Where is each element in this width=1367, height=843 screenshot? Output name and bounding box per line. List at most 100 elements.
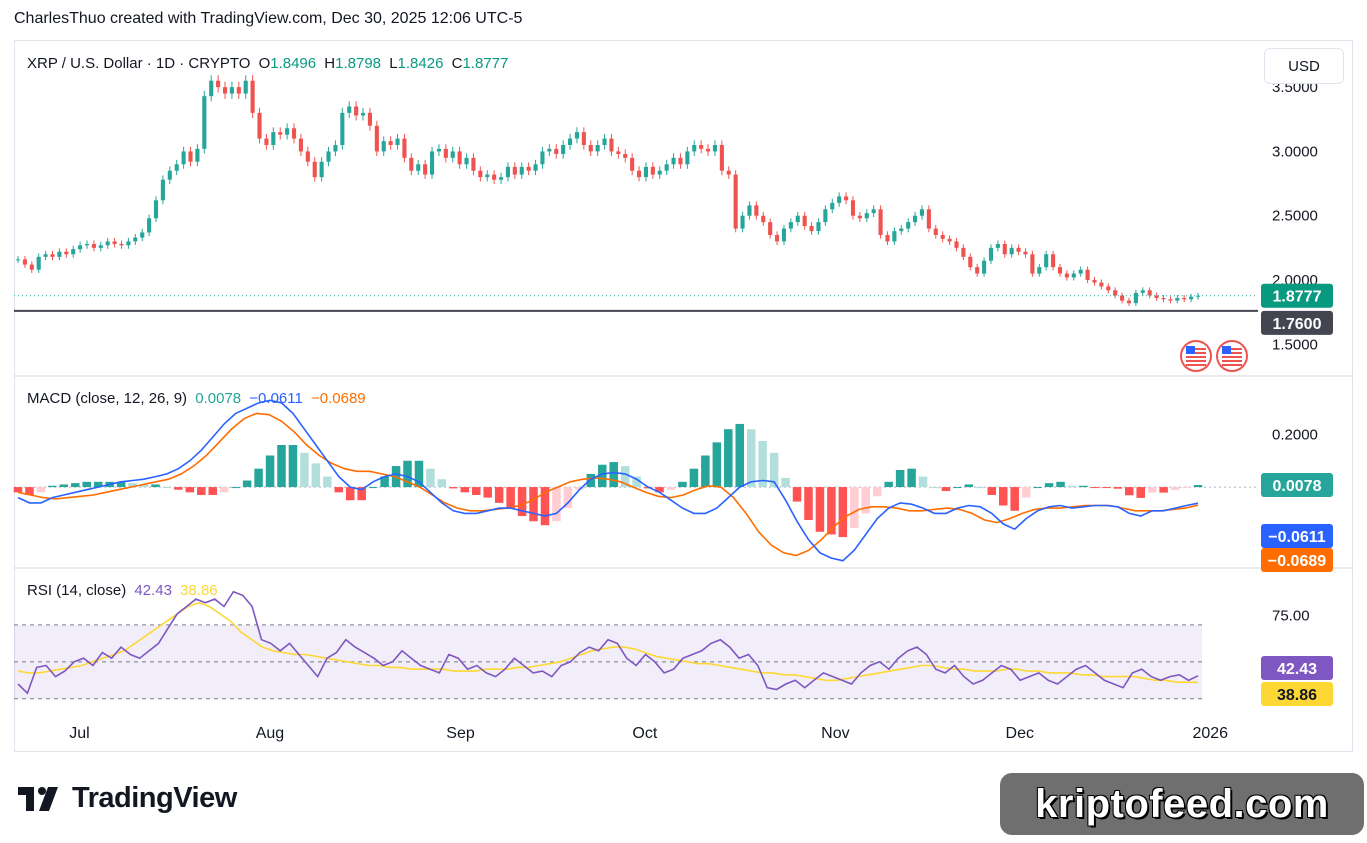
currency-button[interactable]: USD [1264, 48, 1344, 84]
macd-hist-bar [288, 444, 298, 488]
candle-body [347, 106, 352, 113]
level-price-badge: 1.7600 [1273, 316, 1322, 333]
candle-body [919, 209, 925, 216]
candle-body [699, 145, 704, 149]
macd-hist-bar [25, 487, 34, 495]
flag-stripe [1222, 348, 1242, 350]
candle-body [926, 209, 931, 229]
candle-body [788, 222, 793, 229]
macd-hist-bar [918, 476, 928, 488]
macd-hist-bar [345, 487, 355, 501]
macd-signal-badge: −0.0689 [1268, 553, 1326, 570]
macd-line-badge: −0.0611 [1268, 529, 1326, 546]
price-badges: 1.8777 1.7600 0.0078 −0.0611 −0.0689 42.43 38.… [1261, 283, 1333, 706]
candle-body [761, 215, 766, 223]
candle-body [222, 87, 228, 94]
candle-body [947, 238, 952, 242]
macd-hist-bar [323, 476, 332, 488]
macd-hist-bar [575, 487, 584, 490]
candle-body [588, 145, 593, 152]
candle-body [312, 161, 317, 178]
macd-hist-bar [1067, 485, 1077, 488]
candle-body [602, 138, 607, 145]
macd-hist-bar [563, 487, 573, 509]
macd-hist-bar [1182, 487, 1191, 489]
candle-body [995, 244, 1000, 248]
candle-body [712, 145, 718, 152]
candle-body [340, 112, 345, 145]
macd-hist-bar [506, 487, 515, 509]
candle-body [726, 170, 731, 175]
macd-hist-bar [368, 487, 378, 489]
candle-body [1120, 295, 1125, 301]
candle-body [754, 205, 759, 216]
candle-body [78, 245, 83, 250]
candle-body [291, 128, 297, 139]
candle-body [719, 145, 724, 171]
candle-body [402, 138, 407, 158]
candle-body [1002, 244, 1007, 255]
macd-hist-bar [208, 487, 218, 495]
macd-hist-bar [162, 487, 172, 489]
candle-body [181, 151, 186, 165]
macd-hist-bar [735, 423, 745, 488]
macd-hist-bar [277, 444, 286, 488]
macd-line-badge-bg [1261, 524, 1333, 548]
candle-body [671, 157, 676, 165]
candle-body [1071, 273, 1076, 278]
tradingview-logo-icon [18, 786, 58, 811]
macd-hist-bar [403, 460, 412, 488]
macd-hist-bar [139, 484, 149, 488]
rsi-legend: RSI (14, close) 42.43 38.86 [27, 582, 222, 599]
time-axis-label: Nov [821, 725, 849, 742]
macd-hist-bar [483, 487, 492, 498]
candle-body [416, 164, 421, 171]
candle-body [119, 244, 124, 246]
candle-body [71, 249, 76, 255]
macd-line [17, 399, 1199, 562]
flag-stripe [1222, 356, 1242, 358]
macd-hist-bar [930, 487, 939, 489]
candle-body [209, 80, 214, 97]
candle-body [775, 235, 780, 242]
chart-frame [14, 40, 1353, 752]
candle-body [982, 260, 987, 274]
rsi-ma-line [17, 601, 1199, 684]
macd-hist-bar [71, 483, 80, 488]
time-axis-label: Jul [69, 725, 89, 742]
rsi-title: RSI (14, close) [27, 582, 127, 599]
level-lines [14, 295, 1258, 312]
macd-hist-bar [827, 487, 836, 535]
low-value: 1.8426 [397, 55, 444, 72]
rsi-band [14, 624, 1202, 700]
candle-body [1189, 296, 1194, 300]
macd-hist-bar [414, 460, 424, 488]
candle-body [1030, 254, 1035, 274]
candle-body [636, 170, 642, 178]
macd-hist-bar [815, 487, 825, 532]
macd-hist-bar [838, 487, 848, 538]
price-axis-label: 2.5000 [1272, 208, 1318, 225]
macd-hist-bar [357, 487, 366, 501]
candle-body [15, 259, 21, 261]
candle-body [91, 244, 96, 248]
candle-body [1064, 273, 1069, 278]
macd-line-value: −0.0611 [249, 390, 303, 407]
price-axis-label: 1.5000 [1272, 336, 1318, 353]
candle-body [29, 264, 34, 270]
candle-body [98, 245, 103, 248]
macd-hist-bar [59, 484, 69, 488]
candle-body [533, 164, 538, 171]
candle-body [360, 112, 366, 116]
candle-body [505, 166, 510, 178]
candle-body [250, 80, 255, 113]
candle-body [1168, 299, 1173, 301]
candle-body [1037, 267, 1042, 274]
candle-body [436, 148, 441, 152]
high-value: 1.8798 [335, 55, 382, 72]
macd-hist-bar [792, 487, 802, 502]
macd-hist-bar [1090, 487, 1100, 489]
candle-body [423, 164, 428, 175]
macd-title: MACD (close, 12, 26, 9) [27, 390, 188, 407]
